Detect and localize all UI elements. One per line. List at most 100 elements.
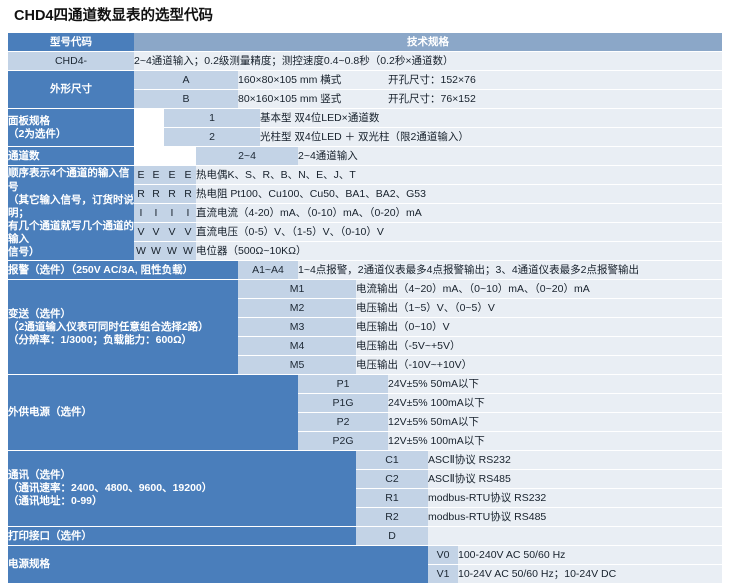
table-header-row: 型号代码 技术规格 (8, 33, 722, 52)
power-out-desc-p2: 12V±5% 50mA以下 (388, 413, 722, 432)
table-row-panel-1: 面板规格 （2为选件） 1 基本型 双4位LED×通道数 (8, 109, 722, 147)
table-row-power-p1: 外供电源（选件） P1 24V±5% 50mA以下 (8, 375, 722, 451)
transmit-desc-m4: 电压输出（-5V~+5V） (356, 337, 722, 356)
panel-spacer-1 (134, 109, 164, 128)
category-printer-label: 打印接口（选件） (8, 527, 356, 546)
power-out-desc-p1g: 24V±5% 100mA以下 (388, 394, 722, 413)
base-model-code: CHD4- (8, 52, 134, 71)
signal-e-ch3: E (164, 166, 180, 185)
dimensions-desc-a: 160×80×105 mm 横式 (238, 71, 388, 90)
selection-code-table: 型号代码 技术规格 CHD4- 2~4通道输入；0.2级测量精度；测控速度0.4… (8, 32, 722, 584)
signal-v-desc: 直流电压（0-5）V、（1-5）V、（0-10）V (196, 223, 722, 242)
transmit-code-m1: M1 (238, 280, 356, 299)
signal-i-ch3: I (164, 204, 180, 223)
power-out-code-p1: P1 (298, 375, 388, 394)
transmit-desc-m3: 电压输出（0~10）V (356, 318, 722, 337)
printer-desc (428, 527, 722, 546)
header-tech-spec: 技术规格 (134, 33, 722, 52)
power-spec-desc-v0: 100-240V AC 50/60 Hz (458, 546, 722, 565)
power-out-desc-p1: 24V±5% 50mA以下 (388, 375, 722, 394)
table-row-signal-e: 顺序表示4个通道的输入信号 （其它输入信号，订货时说明； 有几个通道就写几个通道… (8, 166, 722, 261)
signal-w-ch1: W (134, 242, 148, 261)
signal-v-ch4: V (180, 223, 196, 242)
signal-e-ch1: E (134, 166, 148, 185)
comm-code-c2: C2 (356, 470, 428, 489)
panel-code-2: 2 (164, 128, 260, 147)
base-model-desc: 2~4通道输入；0.2级测量精度；测控速度0.4~0.8秒（0.2秒×通道数） (134, 52, 722, 71)
transmit-code-m5: M5 (238, 356, 356, 375)
panel-spacer-2 (134, 128, 164, 147)
category-dimensions-label: 外形尺寸 (8, 71, 134, 109)
table-row-dimensions-a: 外形尺寸 A 160×80×105 mm 横式 开孔尺寸：152×76 (8, 71, 722, 109)
table-row-signal-i: I I I I 直流电流（4-20）mA、（0-10）mA、（0-20）mA (8, 204, 722, 223)
signal-w-desc: 电位器（500Ω~10KΩ） (196, 242, 722, 261)
power-spec-desc-v1: 10-24V AC 50/60 Hz；10-24V DC (458, 565, 722, 584)
table-row-power-p2g: P2G 12V±5% 100mA以下 (8, 432, 722, 451)
power-out-code-p2g: P2G (298, 432, 388, 451)
transmit-desc-m5: 电压输出（-10V~+10V） (356, 356, 722, 375)
transmit-code-m4: M4 (238, 337, 356, 356)
power-out-code-p2: P2 (298, 413, 388, 432)
alarm-desc: 1~4点报警，2通道仪表最多4点报警输出；3、4通道仪表最多2点报警输出 (298, 261, 722, 280)
panel-code-1: 1 (164, 109, 260, 128)
signal-r-ch4: R (180, 185, 196, 204)
category-power-out-label: 外供电源（选件） (8, 375, 298, 451)
channels-desc: 2~4通道输入 (298, 147, 722, 166)
comm-desc-c2: ASCⅡ协议 RS485 (428, 470, 722, 489)
header-model-code: 型号代码 (8, 33, 134, 52)
table-row-panel-2: 2 光柱型 双4位LED ＋ 双光柱（限2通道输入） (8, 128, 722, 147)
category-alarm-label: 报警（选件）（250V AC/3A, 阻性负载） (8, 261, 238, 280)
panel-desc-1: 基本型 双4位LED×通道数 (260, 109, 722, 128)
table-row-comm-c1: 通讯（选件） （通讯速率：2400、4800、9600、19200） （通讯地址… (8, 451, 722, 527)
table-row-alarm: 报警（选件）（250V AC/3A, 阻性负载） A1~A4 1~4点报警，2通… (8, 261, 722, 280)
signal-r-ch1: R (134, 185, 148, 204)
table-row-channel-count: 通道数 2~4 2~4通道输入 (8, 147, 722, 166)
panel-desc-2: 光柱型 双4位LED ＋ 双光柱（限2通道输入） (260, 128, 722, 147)
transmit-desc-m1: 电流输出（4~20）mA、（0~10）mA、（0~20）mA (356, 280, 722, 299)
power-spec-code-v1: V1 (428, 565, 458, 584)
table-row-comm-c2: C2 ASCⅡ协议 RS485 (8, 470, 722, 489)
page-title: CHD4四通道数显表的选型代码 (14, 8, 213, 24)
power-spec-code-v0: V0 (428, 546, 458, 565)
transmit-code-m2: M2 (238, 299, 356, 318)
comm-desc-c1: ASCⅡ协议 RS232 (428, 451, 722, 470)
table-row-transmit-m2: M2 电压输出（1~5）V、（0~5）V (8, 299, 722, 318)
channels-code: 2~4 (196, 147, 298, 166)
signal-e-desc: 热电偶K、S、R、B、N、E、J、T (196, 166, 722, 185)
comm-code-r2: R2 (356, 508, 428, 527)
category-comm-label: 通讯（选件） （通讯速率：2400、4800、9600、19200） （通讯地址… (8, 451, 356, 527)
signal-i-desc: 直流电流（4-20）mA、（0-10）mA、（0-20）mA (196, 204, 722, 223)
table-row-transmit-m4: M4 电压输出（-5V~+5V） (8, 337, 722, 356)
power-out-desc-p2g: 12V±5% 100mA以下 (388, 432, 722, 451)
category-panel-label: 面板规格 （2为选件） (8, 109, 134, 147)
table-row-comm-r1: R1 modbus-RTU协议 RS232 (8, 489, 722, 508)
signal-v-ch1: V (134, 223, 148, 242)
alarm-code: A1~A4 (238, 261, 298, 280)
signal-w-ch3: W (164, 242, 180, 261)
table-row-base-model: CHD4- 2~4通道输入；0.2级测量精度；测控速度0.4~0.8秒（0.2秒… (8, 52, 722, 71)
signal-w-ch2: W (148, 242, 164, 261)
table-row-power-p2: P2 12V±5% 50mA以下 (8, 413, 722, 432)
table-row-power-p1g: P1G 24V±5% 100mA以下 (8, 394, 722, 413)
signal-r-ch3: R (164, 185, 180, 204)
dimensions-cutout-b: 开孔尺寸：76×152 (388, 90, 722, 109)
category-channels-label: 通道数 (8, 147, 134, 166)
signal-r-desc: 热电阻 Pt100、Cu100、Cu50、BA1、BA2、G53 (196, 185, 722, 204)
category-power-spec-label: 电源规格 (8, 546, 428, 584)
table-row-comm-r2: R2 modbus-RTU协议 RS485 (8, 508, 722, 527)
table-row-signal-r: R R R R 热电阻 Pt100、Cu100、Cu50、BA1、BA2、G53 (8, 185, 722, 204)
dimensions-code-b: B (134, 90, 238, 109)
signal-e-ch2: E (148, 166, 164, 185)
comm-code-c1: C1 (356, 451, 428, 470)
printer-code: D (356, 527, 428, 546)
table-row-transmit-m5: M5 电压输出（-10V~+10V） (8, 356, 722, 375)
signal-i-ch4: I (180, 204, 196, 223)
table-row-signal-w: W W W W 电位器（500Ω~10KΩ） (8, 242, 722, 261)
table-row-printer: 打印接口（选件） D (8, 527, 722, 546)
comm-code-r1: R1 (356, 489, 428, 508)
signal-i-ch1: I (134, 204, 148, 223)
signal-w-ch4: W (180, 242, 196, 261)
dimensions-cutout-a: 开孔尺寸：152×76 (388, 71, 722, 90)
dimensions-code-a: A (134, 71, 238, 90)
transmit-desc-m2: 电压输出（1~5）V、（0~5）V (356, 299, 722, 318)
